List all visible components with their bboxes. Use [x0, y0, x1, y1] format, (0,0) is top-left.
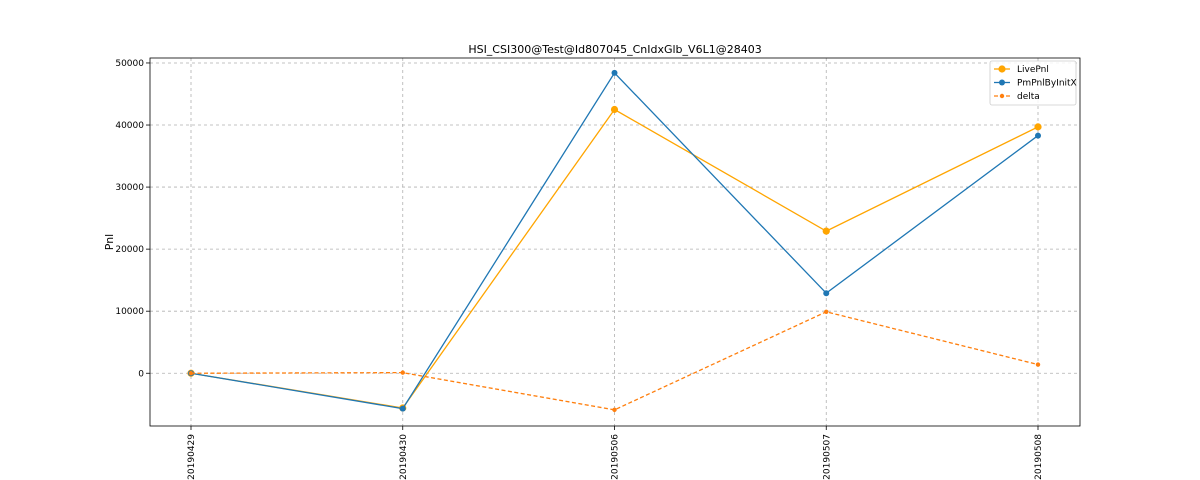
- y-axis-label: Pnl: [103, 234, 116, 250]
- plot-area-frame: [149, 57, 1081, 427]
- series-group: [187, 69, 1042, 413]
- series-delta: [188, 309, 1041, 413]
- legend-label: LivePnl: [1017, 65, 1049, 75]
- data-point: [1034, 123, 1042, 131]
- y-tick-label: 30000: [115, 183, 144, 193]
- legend-box: [989, 60, 1077, 106]
- x-tick-label: 20190429: [187, 434, 197, 480]
- y-axis: 0 10000 20000 30000 40000 50000: [115, 59, 150, 379]
- data-point: [1035, 132, 1041, 139]
- y-tick-label: 50000: [115, 59, 144, 69]
- x-tick-label: 20190430: [399, 434, 409, 480]
- legend-label: delta: [1017, 92, 1040, 102]
- legend-swatch-marker: [999, 79, 1005, 86]
- data-point: [824, 309, 829, 315]
- x-axis: 20190429 20190430 20190506 20190507 20190508: [187, 426, 1044, 480]
- legend: LivePnl PmPnlByInitX delta: [989, 60, 1077, 106]
- chart-title: HSI_CSI300@Test@Id807045_CnIdxGlb_V6L1@2…: [468, 43, 761, 56]
- data-point: [822, 227, 830, 235]
- data-point: [610, 105, 619, 114]
- legend-swatch-marker: [999, 93, 1005, 99]
- y-tick-label: 10000: [115, 307, 144, 317]
- y-tick-label: 0: [138, 369, 144, 379]
- data-point: [823, 290, 830, 297]
- y-tick-label: 40000: [115, 121, 144, 131]
- data-point: [400, 370, 405, 375]
- data-point: [1035, 362, 1041, 367]
- legend-item-delta: delta: [994, 92, 1040, 102]
- legend-item-pmpnlbyinitx: PmPnlByInitX: [994, 79, 1077, 89]
- x-tick-label: 20190508: [1034, 434, 1044, 480]
- y-tick-label: 20000: [115, 245, 144, 255]
- x-tick-label: 20190506: [611, 434, 621, 480]
- data-point: [188, 371, 194, 376]
- data-point: [612, 407, 617, 413]
- legend-label: PmPnlByInitX: [1017, 79, 1077, 89]
- legend-item-livepnl: LivePnl: [994, 65, 1049, 75]
- x-tick-label: 20190507: [822, 434, 832, 480]
- data-point: [611, 69, 618, 76]
- data-point: [399, 405, 406, 412]
- legend-swatch-marker: [998, 65, 1006, 73]
- grid: [150, 58, 1080, 426]
